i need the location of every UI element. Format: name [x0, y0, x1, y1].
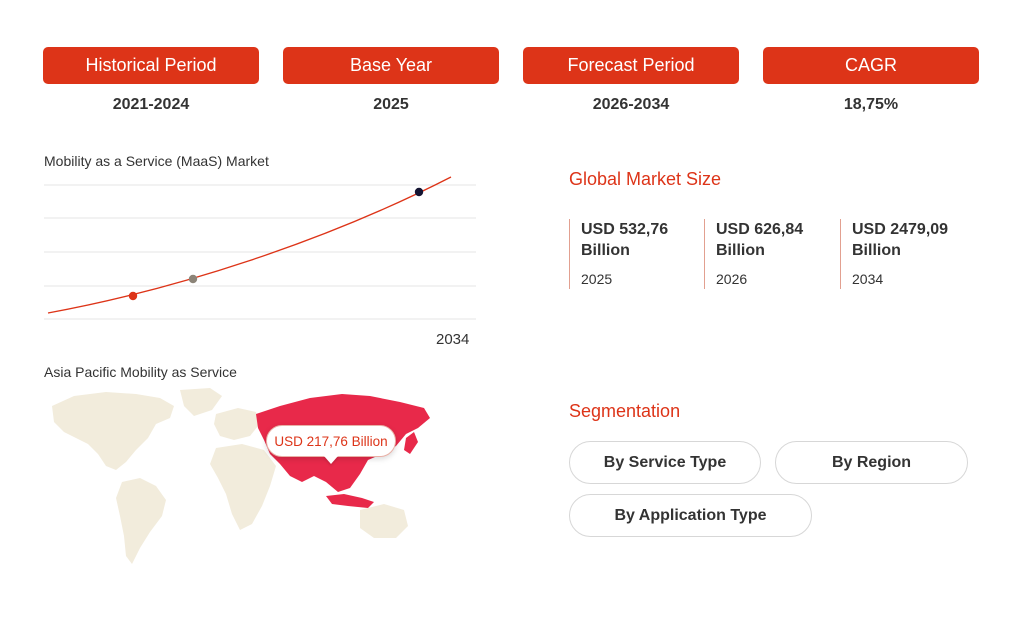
chart-point-2026 — [188, 274, 198, 284]
market-size-2034: USD 2479,09 Billion 2034 — [840, 219, 972, 289]
global-market-size-title: Global Market Size — [569, 169, 722, 189]
cagr-value: 18,75% — [843, 96, 899, 113]
chart-point-2034 — [414, 187, 424, 197]
base-year-label: Base Year — [349, 55, 433, 75]
market-size-amount: USD 2479,09 Billion — [852, 221, 949, 259]
australia-landmass — [360, 504, 408, 538]
base-year-value: 2025 — [373, 96, 409, 113]
market-size-year: 2034 — [852, 271, 884, 287]
cagr-label: CAGR — [844, 55, 897, 75]
market-size-amount: USD 626,84 Billion — [716, 221, 804, 259]
market-size-year: 2025 — [581, 271, 613, 287]
market-size-2026: USD 626,84 Billion 2026 — [704, 219, 836, 289]
forecast-period-pill: Forecast Period — [523, 47, 739, 84]
world-map — [52, 388, 430, 564]
by-region-button[interactable]: By Region — [775, 441, 968, 484]
historical-period-pill: Historical Period — [43, 47, 259, 84]
by-application-type-label: By Application Type — [614, 506, 767, 524]
historical-period-value: 2021-2024 — [112, 96, 190, 113]
indonesia-landmass — [326, 494, 374, 508]
cagr-pill: CAGR — [763, 47, 979, 84]
greenland-landmass — [180, 388, 222, 416]
market-size-amount: USD 532,76 Billion — [581, 221, 669, 259]
historical-period-label: Historical Period — [85, 55, 217, 75]
by-service-type-button[interactable]: By Service Type — [569, 441, 761, 484]
chart-trend-line — [47, 176, 452, 314]
africa-landmass — [210, 444, 276, 530]
callout-tail — [324, 456, 338, 464]
asia-pacific-value-callout: USD 217,76 Billion — [266, 425, 396, 457]
market-size-year: 2026 — [716, 271, 748, 287]
asia-pacific-value: USD 217,76 Billion — [274, 433, 388, 449]
europe-landmass — [214, 408, 258, 440]
segmentation-title: Segmentation — [569, 401, 681, 421]
by-service-type-label: By Service Type — [603, 453, 727, 471]
market-growth-chart — [44, 176, 476, 320]
market-size-2025: USD 532,76 Billion 2025 — [569, 219, 701, 289]
chart-point-2025 — [128, 291, 138, 301]
map-title: Asia Pacific Mobility as Service — [44, 364, 237, 380]
forecast-period-value: 2026-2034 — [592, 96, 670, 113]
south-america-landmass — [116, 478, 166, 564]
japan-landmass — [404, 432, 418, 454]
by-application-type-button[interactable]: By Application Type — [569, 494, 812, 537]
base-year-pill: Base Year — [283, 47, 499, 84]
chart-end-year-label: 2034 — [436, 331, 470, 348]
forecast-period-label: Forecast Period — [567, 55, 695, 75]
by-region-label: By Region — [831, 453, 912, 471]
north-america-landmass — [52, 392, 174, 470]
chart-title: Mobility as a Service (MaaS) Market — [44, 153, 269, 169]
